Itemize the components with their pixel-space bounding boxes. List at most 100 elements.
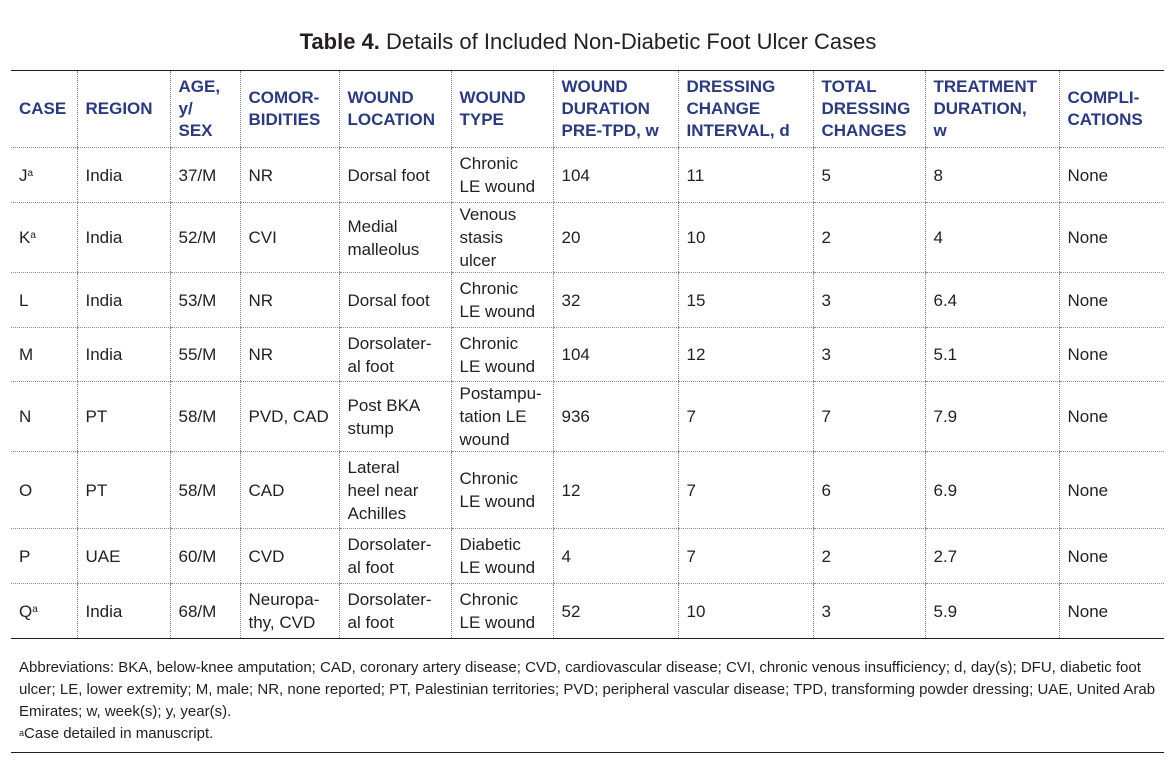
cell-value: 7 — [686, 480, 696, 500]
table-cell: CVI — [239, 202, 339, 273]
cell-value: PVD, CAD — [248, 407, 329, 426]
cell-value: 7.9 — [933, 407, 958, 426]
cell-value: 55/M — [178, 345, 217, 364]
cell-value: India — [85, 165, 123, 185]
cell-value: 104 — [561, 165, 590, 185]
column-header: WOUND DURATION PRE-TPD, w — [552, 71, 678, 148]
table-cell: PT — [76, 381, 170, 452]
table-cell: Diabetic LE wound — [450, 528, 553, 584]
column-header-label: COMPLI- CATIONS — [1067, 88, 1143, 129]
table-cell: Chronic LE wound — [450, 272, 553, 328]
table-cell: 936 — [552, 381, 678, 452]
table-cell: 10 — [677, 583, 813, 639]
column-header-label: TOTAL DRESSING CHANGES — [821, 77, 911, 140]
table-cell: 7 — [677, 528, 813, 584]
case-id: L — [19, 290, 29, 310]
table-cell: NR — [239, 272, 339, 328]
table-cell: 58/M — [169, 381, 240, 452]
cell-value: 53/M — [178, 290, 217, 310]
table-cell: 10 — [677, 202, 813, 273]
table-cell: Dorsolater- al foot — [338, 528, 451, 584]
cell-value: Dorsolater- al foot — [347, 333, 432, 376]
column-header-label: WOUND LOCATION — [347, 88, 436, 129]
table-cell: 2.7 — [924, 528, 1059, 584]
column-header: DRESSING CHANGE INTERVAL, d — [677, 71, 813, 148]
cell-value: None — [1067, 228, 1109, 247]
cell-value: UAE — [85, 546, 121, 566]
column-header: WOUND TYPE — [450, 71, 553, 148]
cell-value: None — [1067, 407, 1109, 426]
table-cell: None — [1058, 272, 1164, 328]
column-header: TREATMENT DURATION, w — [924, 71, 1059, 148]
cell-value: Venous stasis ulcer — [459, 205, 517, 270]
cell-value: India — [85, 228, 123, 247]
cell-value: 6.4 — [933, 290, 958, 310]
cell-value: India — [85, 345, 123, 364]
cell-value: None — [1067, 480, 1109, 500]
cell-value: 52/M — [178, 228, 217, 247]
cell-value: 68/M — [178, 601, 217, 621]
cell-value: None — [1067, 601, 1109, 621]
cell-value: 2.7 — [933, 546, 958, 566]
cell-value: 2 — [821, 228, 831, 247]
table-cell: None — [1058, 451, 1164, 529]
cell-value: Neuropa- thy, CVD — [248, 590, 320, 632]
case-id: M — [19, 345, 34, 364]
cell-value: None — [1067, 290, 1109, 310]
table-cell: India — [76, 272, 170, 328]
table-row: Ka India 52/M CVI Medial malleolus Venous sta… — [11, 202, 1164, 273]
cell-value: Chronic LE wound — [459, 279, 536, 321]
footnote-mark: a — [19, 728, 25, 738]
case-id: N — [19, 407, 32, 426]
table-cell: Post BKA stump — [338, 381, 451, 452]
cell-value: 8 — [933, 165, 943, 185]
column-header: CASE — [11, 71, 77, 148]
cell-value: India — [85, 290, 123, 310]
case-cell: O — [11, 451, 77, 529]
table-cell: 7 — [812, 381, 925, 452]
case-cell: N — [11, 381, 77, 452]
table-cell: 12 — [677, 327, 813, 382]
cell-value: 12 — [686, 345, 706, 364]
cell-value: 3 — [821, 601, 831, 621]
table-cell: NR — [239, 327, 339, 382]
column-header: AGE, y/ SEX — [169, 71, 240, 148]
cell-value: 10 — [686, 228, 706, 247]
column-header-label: TREATMENT DURATION, w — [933, 77, 1038, 140]
table-cell: 104 — [552, 147, 678, 203]
table-cell: Chronic LE wound — [450, 327, 553, 382]
case-cell: Ka — [11, 202, 77, 273]
cases-table: CASE REGION AGE, y/ SEX COMOR- BIDITIES WOUN… — [11, 71, 1164, 639]
cell-value: 37/M — [178, 165, 217, 185]
table-cell: 52/M — [169, 202, 240, 273]
table-caption: Details of Included Non-Diabetic Foot Ul… — [386, 29, 877, 54]
cell-value: 58/M — [178, 407, 217, 426]
cell-value: Chronic LE wound — [459, 154, 536, 196]
table-cell: None — [1058, 202, 1164, 273]
column-header-label: COMOR- BIDITIES — [248, 88, 321, 129]
cell-value: Chronic LE wound — [459, 469, 536, 511]
cell-value: Chronic LE wound — [459, 590, 536, 632]
table-cell: 11 — [677, 147, 813, 203]
cell-value: 20 — [561, 228, 581, 247]
cell-value: 3 — [821, 345, 831, 364]
cell-value: 6.9 — [933, 480, 958, 500]
table-cell: Postampu- tation LE wound — [450, 381, 553, 452]
table-cell: 2 — [812, 528, 925, 584]
table-label: Table 4. — [299, 29, 380, 54]
cell-value: Diabetic LE wound — [459, 535, 536, 577]
table-cell: PT — [76, 451, 170, 529]
cell-value: 6 — [821, 480, 831, 500]
abbreviations-note: Abbreviations: BKA, below-knee amputatio… — [19, 659, 1156, 720]
cell-value: 4 — [933, 228, 943, 247]
table-cell: Dorsolater- al foot — [338, 583, 451, 639]
table-cell: 3 — [812, 327, 925, 382]
cell-value: 4 — [561, 546, 571, 566]
cell-value: 5 — [821, 165, 831, 185]
column-header: REGION — [76, 71, 170, 148]
table-cell: Chronic LE wound — [450, 583, 553, 639]
column-header: COMPLI- CATIONS — [1058, 71, 1164, 148]
column-header-label: WOUND TYPE — [459, 88, 526, 129]
case-footnote-mark: a — [27, 167, 34, 179]
table-cell: Chronic LE wound — [450, 451, 553, 529]
